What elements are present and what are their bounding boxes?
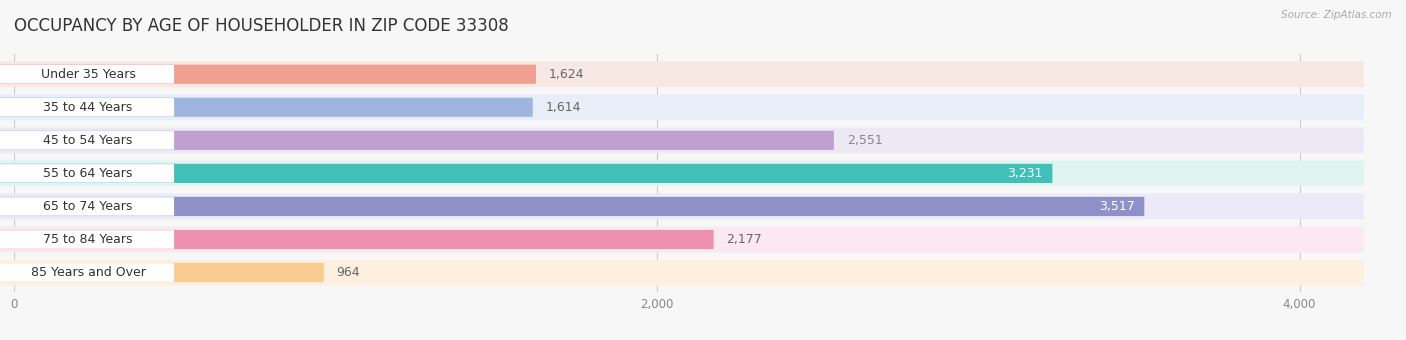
Text: 1,624: 1,624: [548, 68, 585, 81]
Text: 2,551: 2,551: [846, 134, 883, 147]
FancyBboxPatch shape: [0, 193, 1364, 219]
Text: 65 to 74 Years: 65 to 74 Years: [44, 200, 132, 213]
Text: 1,614: 1,614: [546, 101, 581, 114]
FancyBboxPatch shape: [0, 197, 174, 216]
FancyBboxPatch shape: [0, 260, 1364, 286]
FancyBboxPatch shape: [0, 164, 174, 183]
FancyBboxPatch shape: [0, 230, 174, 249]
Text: 3,231: 3,231: [1007, 167, 1043, 180]
FancyBboxPatch shape: [0, 227, 1364, 252]
FancyBboxPatch shape: [0, 263, 174, 282]
Text: 85 Years and Over: 85 Years and Over: [31, 266, 145, 279]
Text: OCCUPANCY BY AGE OF HOUSEHOLDER IN ZIP CODE 33308: OCCUPANCY BY AGE OF HOUSEHOLDER IN ZIP C…: [14, 17, 509, 35]
FancyBboxPatch shape: [0, 128, 1364, 153]
FancyBboxPatch shape: [0, 65, 536, 84]
Text: 35 to 44 Years: 35 to 44 Years: [44, 101, 132, 114]
FancyBboxPatch shape: [0, 197, 1144, 216]
FancyBboxPatch shape: [0, 131, 834, 150]
FancyBboxPatch shape: [0, 61, 1364, 87]
Text: 964: 964: [336, 266, 360, 279]
Text: 2,177: 2,177: [727, 233, 762, 246]
Text: 45 to 54 Years: 45 to 54 Years: [44, 134, 132, 147]
FancyBboxPatch shape: [0, 98, 533, 117]
FancyBboxPatch shape: [0, 95, 1364, 120]
Text: 75 to 84 Years: 75 to 84 Years: [44, 233, 132, 246]
FancyBboxPatch shape: [0, 98, 174, 117]
FancyBboxPatch shape: [0, 65, 174, 84]
FancyBboxPatch shape: [0, 160, 1364, 186]
FancyBboxPatch shape: [0, 263, 323, 282]
Text: 3,517: 3,517: [1099, 200, 1135, 213]
FancyBboxPatch shape: [0, 164, 1053, 183]
Text: Under 35 Years: Under 35 Years: [41, 68, 135, 81]
Text: 55 to 64 Years: 55 to 64 Years: [44, 167, 132, 180]
FancyBboxPatch shape: [0, 230, 714, 249]
FancyBboxPatch shape: [0, 131, 174, 150]
Text: Source: ZipAtlas.com: Source: ZipAtlas.com: [1281, 10, 1392, 20]
